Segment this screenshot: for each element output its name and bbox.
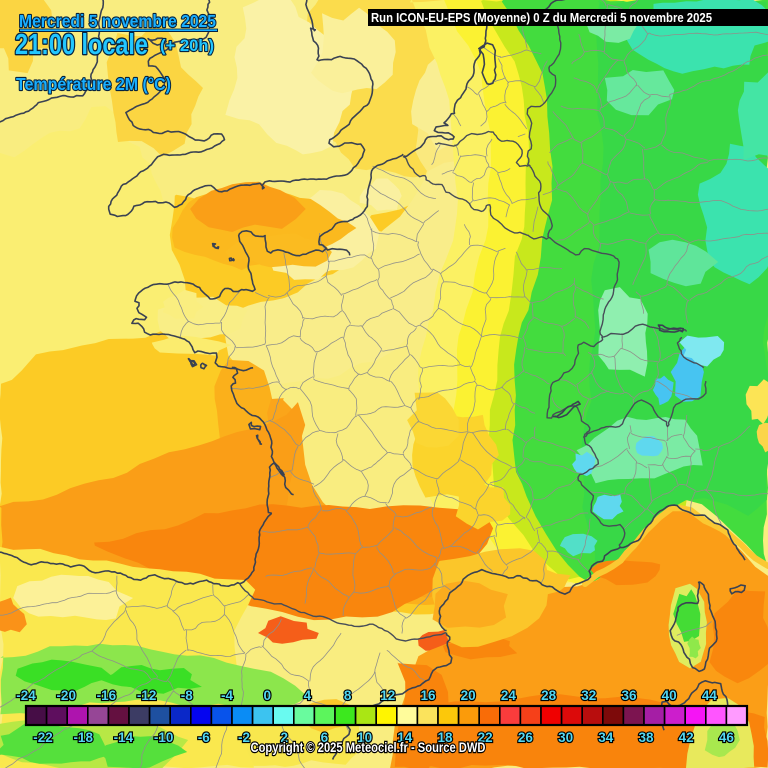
svg-text:-14: -14 [114,730,134,745]
svg-text:-6: -6 [198,730,210,745]
svg-text:12: 12 [380,688,395,703]
svg-text:36: 36 [621,688,637,703]
svg-text:18: 18 [437,730,453,745]
svg-text:6: 6 [321,730,329,745]
svg-text:-20: -20 [56,688,76,703]
svg-text:Copyright © 2025 Meteociel.fr: Copyright © 2025 Meteociel.fr - Source D… [251,740,486,755]
svg-text:-18: -18 [73,730,93,745]
svg-text:30: 30 [558,730,573,745]
svg-text:10: 10 [357,730,372,745]
svg-text:Température 2M (°C): Température 2M (°C) [16,74,171,94]
svg-text:21:00 locale: 21:00 locale [15,29,148,61]
svg-text:-2: -2 [238,730,250,745]
svg-text:40: 40 [662,688,677,703]
svg-text:0: 0 [263,688,271,703]
svg-text:-4: -4 [221,688,233,703]
svg-text:-24: -24 [16,688,36,703]
svg-text:-22: -22 [33,730,53,745]
svg-text:44: 44 [702,688,718,703]
svg-text:Run ICON-EU-EPS (Moyenne) 0 Z: Run ICON-EU-EPS (Moyenne) 0 Z du Mercred… [371,11,712,25]
svg-text:Mercredi 5 novembre 2025: Mercredi 5 novembre 2025 [19,11,216,31]
svg-text:2: 2 [280,730,288,745]
svg-text:22: 22 [478,730,493,745]
svg-text:42: 42 [679,730,694,745]
svg-text:28: 28 [541,688,557,703]
svg-text:26: 26 [518,730,534,745]
svg-text:-16: -16 [97,688,117,703]
svg-text:38: 38 [638,730,654,745]
svg-text:16: 16 [420,688,436,703]
svg-text:4: 4 [304,688,312,703]
svg-text:34: 34 [598,730,614,745]
svg-text:24: 24 [501,688,517,703]
svg-text:(+ 20h): (+ 20h) [160,36,214,55]
svg-text:8: 8 [344,688,352,703]
svg-text:-10: -10 [154,730,174,745]
svg-text:46: 46 [719,730,735,745]
svg-text:20: 20 [461,688,476,703]
svg-text:-12: -12 [137,688,157,703]
svg-text:14: 14 [397,730,413,745]
svg-text:-8: -8 [181,688,193,703]
svg-text:32: 32 [581,688,596,703]
